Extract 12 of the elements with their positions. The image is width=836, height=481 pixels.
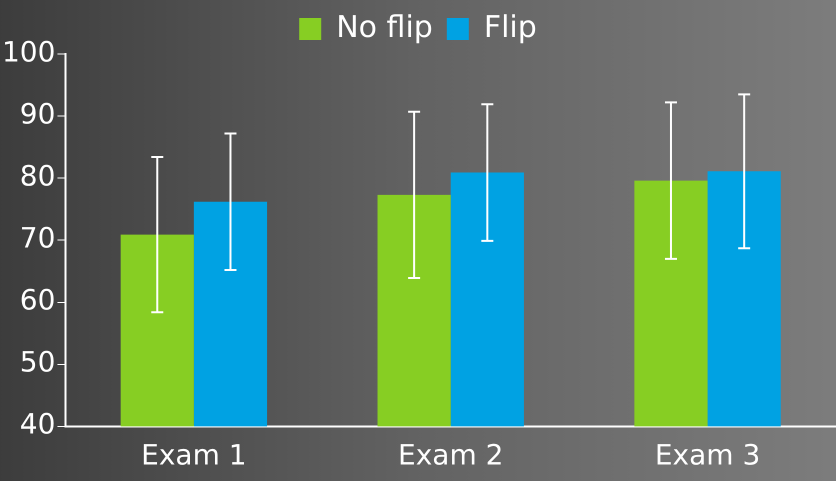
y-tick-label: 70 bbox=[20, 221, 56, 254]
x-tick-label: Exam 3 bbox=[654, 438, 760, 472]
x-tick-label: Exam 1 bbox=[141, 438, 247, 472]
y-tick-label: 100 bbox=[2, 35, 56, 68]
y-tick-label: 60 bbox=[20, 284, 56, 317]
y-tick-label: 40 bbox=[20, 408, 56, 441]
y-tick-label: 80 bbox=[20, 159, 56, 192]
y-tick-label: 90 bbox=[20, 97, 56, 130]
legend-label: No flip bbox=[336, 10, 433, 45]
legend-label: Flip bbox=[484, 10, 537, 45]
x-tick-label: Exam 2 bbox=[398, 438, 504, 472]
y-tick-label: 50 bbox=[20, 346, 56, 379]
